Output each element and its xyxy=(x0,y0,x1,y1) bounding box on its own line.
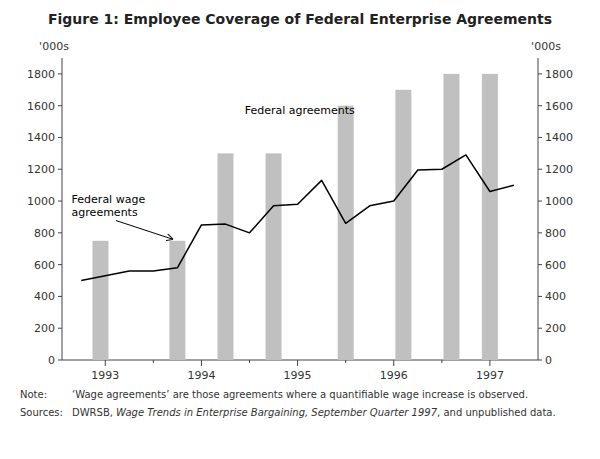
bar xyxy=(217,153,233,360)
x-axis-line xyxy=(62,360,538,361)
note-text: ‘Wage agreements’ are those agreements w… xyxy=(72,389,528,400)
y-tick-label: 800 xyxy=(34,227,55,240)
y2-tick xyxy=(538,296,542,297)
x-minor-tick xyxy=(153,360,154,363)
y-tick xyxy=(58,360,62,361)
annotation-line: Federal agreements xyxy=(245,104,355,117)
note-part: ‘Wage agreements’ are those agreements w… xyxy=(72,389,528,400)
y-tick-label: 1400 xyxy=(27,131,55,144)
y2-axis-label: '000s xyxy=(531,40,561,53)
note-label: Sources: xyxy=(20,407,63,418)
y-tick xyxy=(58,73,62,74)
y2-tick-label: 1400 xyxy=(545,131,573,144)
note-label: Note: xyxy=(20,389,47,400)
y-tick-label: 1000 xyxy=(27,195,55,208)
bar xyxy=(92,241,108,360)
y2-tick xyxy=(538,137,542,138)
note-part: Wage Trends in Enterprise Bargaining, Se… xyxy=(116,407,438,418)
bar xyxy=(443,74,459,360)
y2-axis-line xyxy=(538,58,539,360)
line xyxy=(81,155,514,281)
y2-tick xyxy=(538,360,542,361)
annotations: Federal agreements Federal wageagreements xyxy=(72,104,355,239)
y2-tick xyxy=(538,169,542,170)
x-tick-label: 1997 xyxy=(476,369,504,382)
bar xyxy=(338,106,354,360)
y-axis-line xyxy=(62,58,63,360)
x-minor-tick xyxy=(249,360,250,363)
y2-tick xyxy=(538,201,542,202)
annotation-line: Federal wage xyxy=(72,193,146,206)
annotation: Federal agreements xyxy=(245,104,355,117)
y-tick xyxy=(58,105,62,106)
x-tick xyxy=(105,360,106,366)
note-text: DWRSB, Wage Trends in Enterprise Bargain… xyxy=(72,407,556,418)
annotation-arrow xyxy=(116,221,173,240)
chart: Figure 1: Employee Coverage of Federal E… xyxy=(0,0,600,459)
bar xyxy=(482,74,498,360)
y-tick-label: 1200 xyxy=(27,163,55,176)
axes: 0 200 400 600 800 1000 1200 1400 1600 1800 0 200 400… xyxy=(27,58,573,382)
x-minor-tick xyxy=(441,360,442,363)
x-tick-label: 1993 xyxy=(91,369,119,382)
y2-tick xyxy=(538,232,542,233)
x-tick xyxy=(393,360,394,366)
y-tick-label: 600 xyxy=(34,259,55,272)
y-tick-label: 200 xyxy=(34,322,55,335)
x-tick xyxy=(489,360,490,366)
x-tick xyxy=(201,360,202,366)
y2-tick xyxy=(538,328,542,329)
note-part: DWRSB, xyxy=(72,407,116,418)
y2-tick-label: 1000 xyxy=(545,195,573,208)
x-tick xyxy=(297,360,298,366)
y-tick xyxy=(58,328,62,329)
y-tick xyxy=(58,296,62,297)
y-tick xyxy=(58,264,62,265)
notes: Note: ‘Wage agreements’ are those agreeme… xyxy=(20,389,556,418)
y2-tick-label: 1800 xyxy=(545,68,573,81)
bar xyxy=(395,90,411,360)
y-tick-label: 1600 xyxy=(27,100,55,113)
y2-tick xyxy=(538,73,542,74)
y2-tick xyxy=(538,105,542,106)
y2-tick-label: 600 xyxy=(545,259,566,272)
y2-tick-label: 0 xyxy=(545,354,552,367)
title: Figure 1: Employee Coverage of Federal E… xyxy=(48,11,552,27)
note-part: , and unpublished data. xyxy=(437,407,556,418)
y-tick-label: 0 xyxy=(48,354,55,367)
y2-tick xyxy=(538,264,542,265)
y2-tick-label: 400 xyxy=(545,290,566,303)
y-tick xyxy=(58,169,62,170)
y-axis-label: '000s xyxy=(39,40,69,53)
plot-area xyxy=(81,74,514,360)
y2-tick-label: 800 xyxy=(545,227,566,240)
x-tick-label: 1994 xyxy=(187,369,215,382)
bar xyxy=(266,153,282,360)
y2-tick-label: 1600 xyxy=(545,100,573,113)
x-tick-label: 1995 xyxy=(284,369,312,382)
y2-tick-label: 1200 xyxy=(545,163,573,176)
y-tick xyxy=(58,137,62,138)
y-tick-label: 1800 xyxy=(27,68,55,81)
x-minor-tick xyxy=(345,360,346,363)
y2-tick-label: 200 xyxy=(545,322,566,335)
annotation-line: agreements xyxy=(72,206,138,219)
y-tick xyxy=(58,201,62,202)
y-tick-label: 400 xyxy=(34,290,55,303)
annotation: Federal wageagreements xyxy=(72,193,146,219)
y-tick xyxy=(58,232,62,233)
x-tick-label: 1996 xyxy=(380,369,408,382)
